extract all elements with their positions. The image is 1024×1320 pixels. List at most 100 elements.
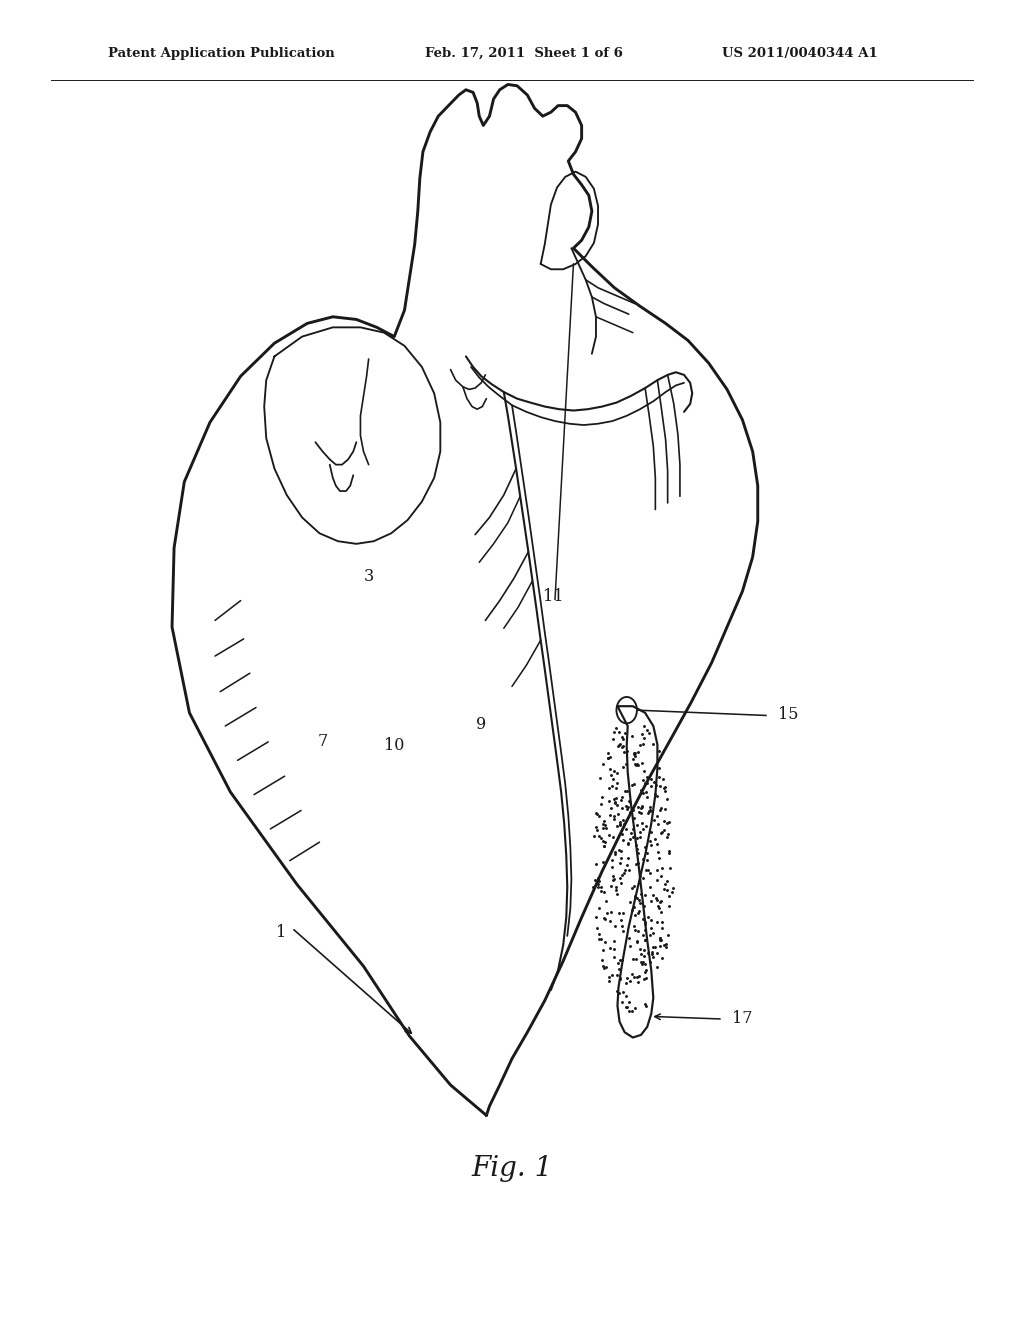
Point [627,754,643,775]
Point [659,824,676,845]
Point [626,916,642,937]
Point [629,828,645,849]
Point [642,801,658,822]
Point [594,754,610,775]
Point [588,853,604,874]
Point [642,830,658,851]
Point [659,788,676,809]
Point [630,853,646,874]
Text: Fig. 1: Fig. 1 [471,1155,553,1181]
Text: 10: 10 [384,737,404,754]
Point [597,932,613,953]
Point [601,825,617,846]
Point [594,830,610,851]
Point [642,862,658,883]
Point [640,942,656,964]
Point [625,948,641,969]
Point [621,832,637,853]
Point [593,929,609,950]
Point [595,956,611,977]
Point [606,869,623,890]
Point [621,928,637,949]
Point [632,939,648,960]
Point [636,884,652,906]
Point [595,817,611,838]
Point [626,896,642,917]
Point [645,884,662,906]
Point [636,920,652,941]
Point [659,870,676,891]
Point [590,867,606,888]
Point [597,814,613,836]
Point [656,776,673,797]
Point [606,793,623,814]
Point [627,997,643,1018]
Point [636,911,652,932]
Point [622,791,638,812]
Point [649,869,666,890]
Point [615,863,632,884]
Point [657,780,674,801]
Point [637,995,653,1016]
Point [634,796,650,817]
Point [601,777,617,799]
Point [628,754,644,775]
Point [639,766,655,787]
Point [589,820,605,841]
Point [621,991,637,1012]
Point [654,948,671,969]
Point [635,770,651,791]
Point [605,826,622,847]
Point [638,960,654,981]
Point [645,923,662,944]
Point [611,867,628,888]
Point [640,803,656,824]
Point [634,723,650,744]
Point [653,911,670,932]
Point [640,906,656,927]
Point [593,880,609,902]
Point [638,968,654,989]
Point [612,813,629,834]
Point [639,849,655,870]
Point [652,927,669,948]
Point [622,970,638,991]
Point [633,803,649,824]
Point [624,878,640,899]
Point [630,842,646,863]
Point [608,883,625,904]
Point [657,933,674,954]
Point [630,796,646,817]
Text: US 2011/0040344 A1: US 2011/0040344 A1 [722,46,878,59]
Point [610,958,627,979]
Point [623,936,639,957]
Point [609,795,626,816]
Point [652,936,669,957]
Point [613,787,630,808]
Point [594,949,610,970]
Point [648,942,665,964]
Point [640,859,656,880]
Point [623,828,639,849]
Point [599,747,615,768]
Point [607,876,624,898]
Point [663,858,679,879]
Point [637,837,653,858]
Point [595,851,611,873]
Point [588,870,604,891]
Point [649,890,666,911]
Point [609,735,626,756]
Point [636,715,652,737]
Point [601,747,617,768]
Point [652,902,669,923]
Point [650,813,667,834]
Point [645,936,662,957]
Point [642,950,658,972]
Point [589,803,605,824]
Point [637,994,653,1015]
Point [615,742,632,763]
Point [596,958,612,979]
Point [639,719,655,741]
Point [600,966,616,987]
Point [629,932,645,953]
